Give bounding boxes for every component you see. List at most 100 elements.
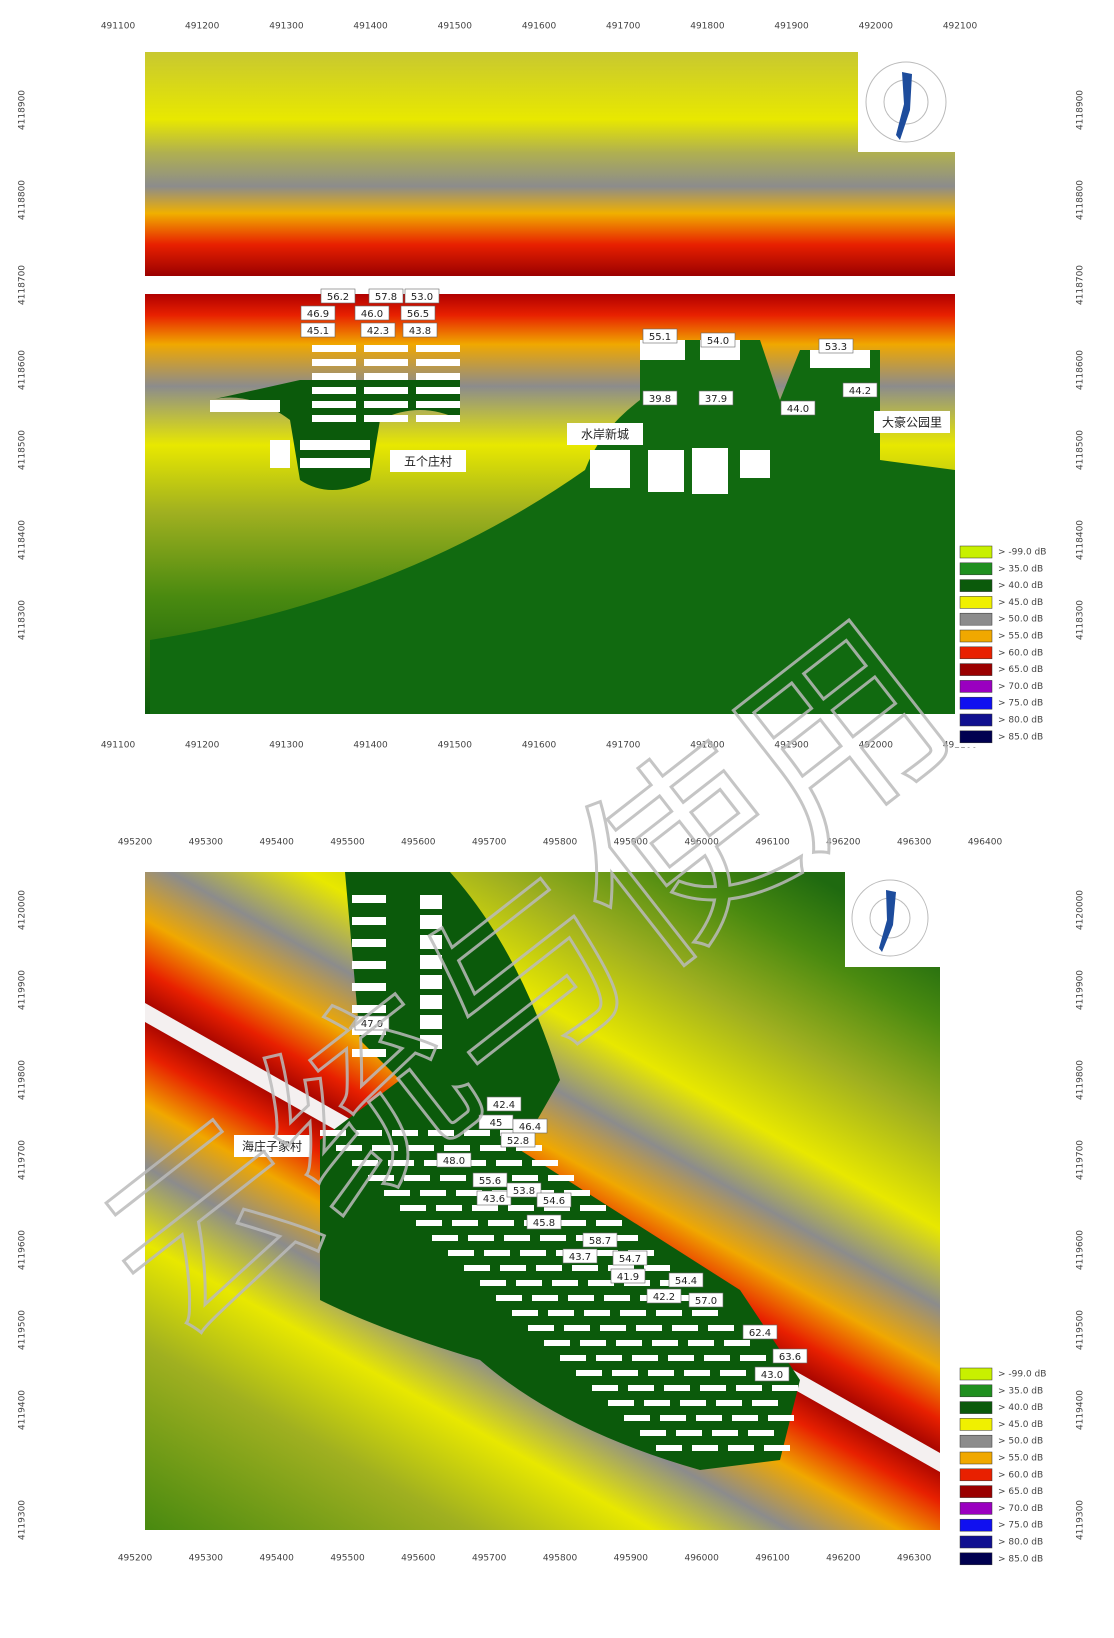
legend-label: > 65.0 dB xyxy=(998,665,1043,675)
x-tick-label: 491900 xyxy=(774,22,809,32)
building xyxy=(416,387,460,394)
noise-label: 41.9 xyxy=(617,1272,639,1283)
building xyxy=(648,450,684,492)
legend-swatch xyxy=(960,596,992,608)
building xyxy=(312,359,356,366)
y-tick-label: 4118900 xyxy=(1076,90,1086,130)
building xyxy=(568,1295,594,1301)
building xyxy=(484,1250,510,1256)
building xyxy=(608,1400,634,1406)
legend-swatch xyxy=(960,1452,992,1464)
building xyxy=(532,1295,558,1301)
building xyxy=(552,1280,578,1286)
building xyxy=(300,440,370,450)
legend-swatch xyxy=(960,1435,992,1447)
x-tick-label: 491500 xyxy=(438,741,473,751)
building xyxy=(636,1325,662,1331)
legend-label: > 75.0 dB xyxy=(998,1521,1043,1531)
building xyxy=(312,345,356,352)
building xyxy=(416,415,460,422)
x-tick-label: 495800 xyxy=(543,1554,578,1564)
building xyxy=(656,1310,682,1316)
legend-label: > 70.0 dB xyxy=(998,1504,1043,1514)
x-tick-label: 495200 xyxy=(118,1554,153,1564)
legend-swatch xyxy=(960,1385,992,1397)
building xyxy=(520,1250,546,1256)
legend-label: > 60.0 dB xyxy=(998,1470,1043,1480)
legend-swatch xyxy=(960,697,992,709)
x-tick-label: 491800 xyxy=(690,22,725,32)
building xyxy=(584,1310,610,1316)
building xyxy=(300,458,370,468)
noise-label: 43.8 xyxy=(409,326,431,337)
building xyxy=(496,1295,522,1301)
legend-swatch xyxy=(960,630,992,642)
legend-label: > -99.0 dB xyxy=(998,1370,1046,1380)
y-tick-label: 4119400 xyxy=(1076,1390,1086,1430)
noise-label: 56.5 xyxy=(407,309,429,320)
y-tick-label: 4119500 xyxy=(1076,1310,1086,1350)
y-tick-label: 4119300 xyxy=(1076,1500,1086,1540)
building xyxy=(532,1160,558,1166)
legend-label: > 40.0 dB xyxy=(998,581,1043,591)
y-tick-label: 4118300 xyxy=(1076,600,1086,640)
x-tick-label: 495500 xyxy=(330,1554,365,1564)
building xyxy=(692,448,728,494)
legend-swatch xyxy=(960,580,992,592)
building xyxy=(580,1340,606,1346)
y-tick-label: 4118800 xyxy=(18,180,28,220)
building xyxy=(540,1235,566,1241)
building xyxy=(672,1325,698,1331)
noise-label: 44.2 xyxy=(849,386,871,397)
building xyxy=(364,415,408,422)
legend-label: > 50.0 dB xyxy=(998,615,1043,625)
building xyxy=(716,1400,742,1406)
building xyxy=(480,1280,506,1286)
legend-label: > -99.0 dB xyxy=(998,548,1046,558)
noise-label: 62.4 xyxy=(749,1328,771,1339)
building xyxy=(600,1325,626,1331)
x-tick-label: 495300 xyxy=(189,1554,224,1564)
legend-swatch xyxy=(960,1469,992,1481)
x-tick-label: 495300 xyxy=(189,838,224,848)
x-tick-label: 495400 xyxy=(259,1554,294,1564)
building xyxy=(464,1265,490,1271)
noise-label: 54.4 xyxy=(675,1276,697,1287)
y-tick-label: 4120000 xyxy=(1076,890,1086,930)
building xyxy=(720,1370,746,1376)
y-tick-label: 4118800 xyxy=(1076,180,1086,220)
noise-maps: 4911004911004912004912004913004913004914… xyxy=(0,0,1114,1634)
noise-label: 56.2 xyxy=(327,292,349,303)
building xyxy=(516,1280,542,1286)
x-tick-label: 495700 xyxy=(472,1554,507,1564)
building xyxy=(740,450,770,478)
noise-label: 53.3 xyxy=(825,342,847,353)
building xyxy=(590,450,630,488)
building xyxy=(664,1385,690,1391)
x-tick-label: 495500 xyxy=(330,838,365,848)
legend-label: > 45.0 dB xyxy=(998,598,1043,608)
building xyxy=(648,1370,674,1376)
x-tick-label: 496000 xyxy=(684,1554,719,1564)
building xyxy=(588,1280,614,1286)
building xyxy=(676,1430,702,1436)
noise-label: 54.0 xyxy=(707,336,729,347)
x-tick-label: 491400 xyxy=(353,741,388,751)
y-tick-label: 4118400 xyxy=(18,520,28,560)
y-tick-label: 4119500 xyxy=(18,1310,28,1350)
y-tick-label: 4119800 xyxy=(1076,1060,1086,1100)
noise-label: 44.0 xyxy=(787,404,809,415)
noise-label: 46.0 xyxy=(361,309,383,320)
x-tick-label: 491100 xyxy=(101,22,136,32)
building xyxy=(748,1430,774,1436)
building xyxy=(364,373,408,380)
building xyxy=(210,400,280,412)
x-tick-label: 495700 xyxy=(472,838,507,848)
building xyxy=(416,401,460,408)
x-tick-label: 491200 xyxy=(185,741,220,751)
noise-label: 46.9 xyxy=(307,309,329,320)
building xyxy=(548,1175,574,1181)
building xyxy=(312,387,356,394)
noise-label: 43.0 xyxy=(761,1370,783,1381)
legend-swatch xyxy=(960,1536,992,1548)
